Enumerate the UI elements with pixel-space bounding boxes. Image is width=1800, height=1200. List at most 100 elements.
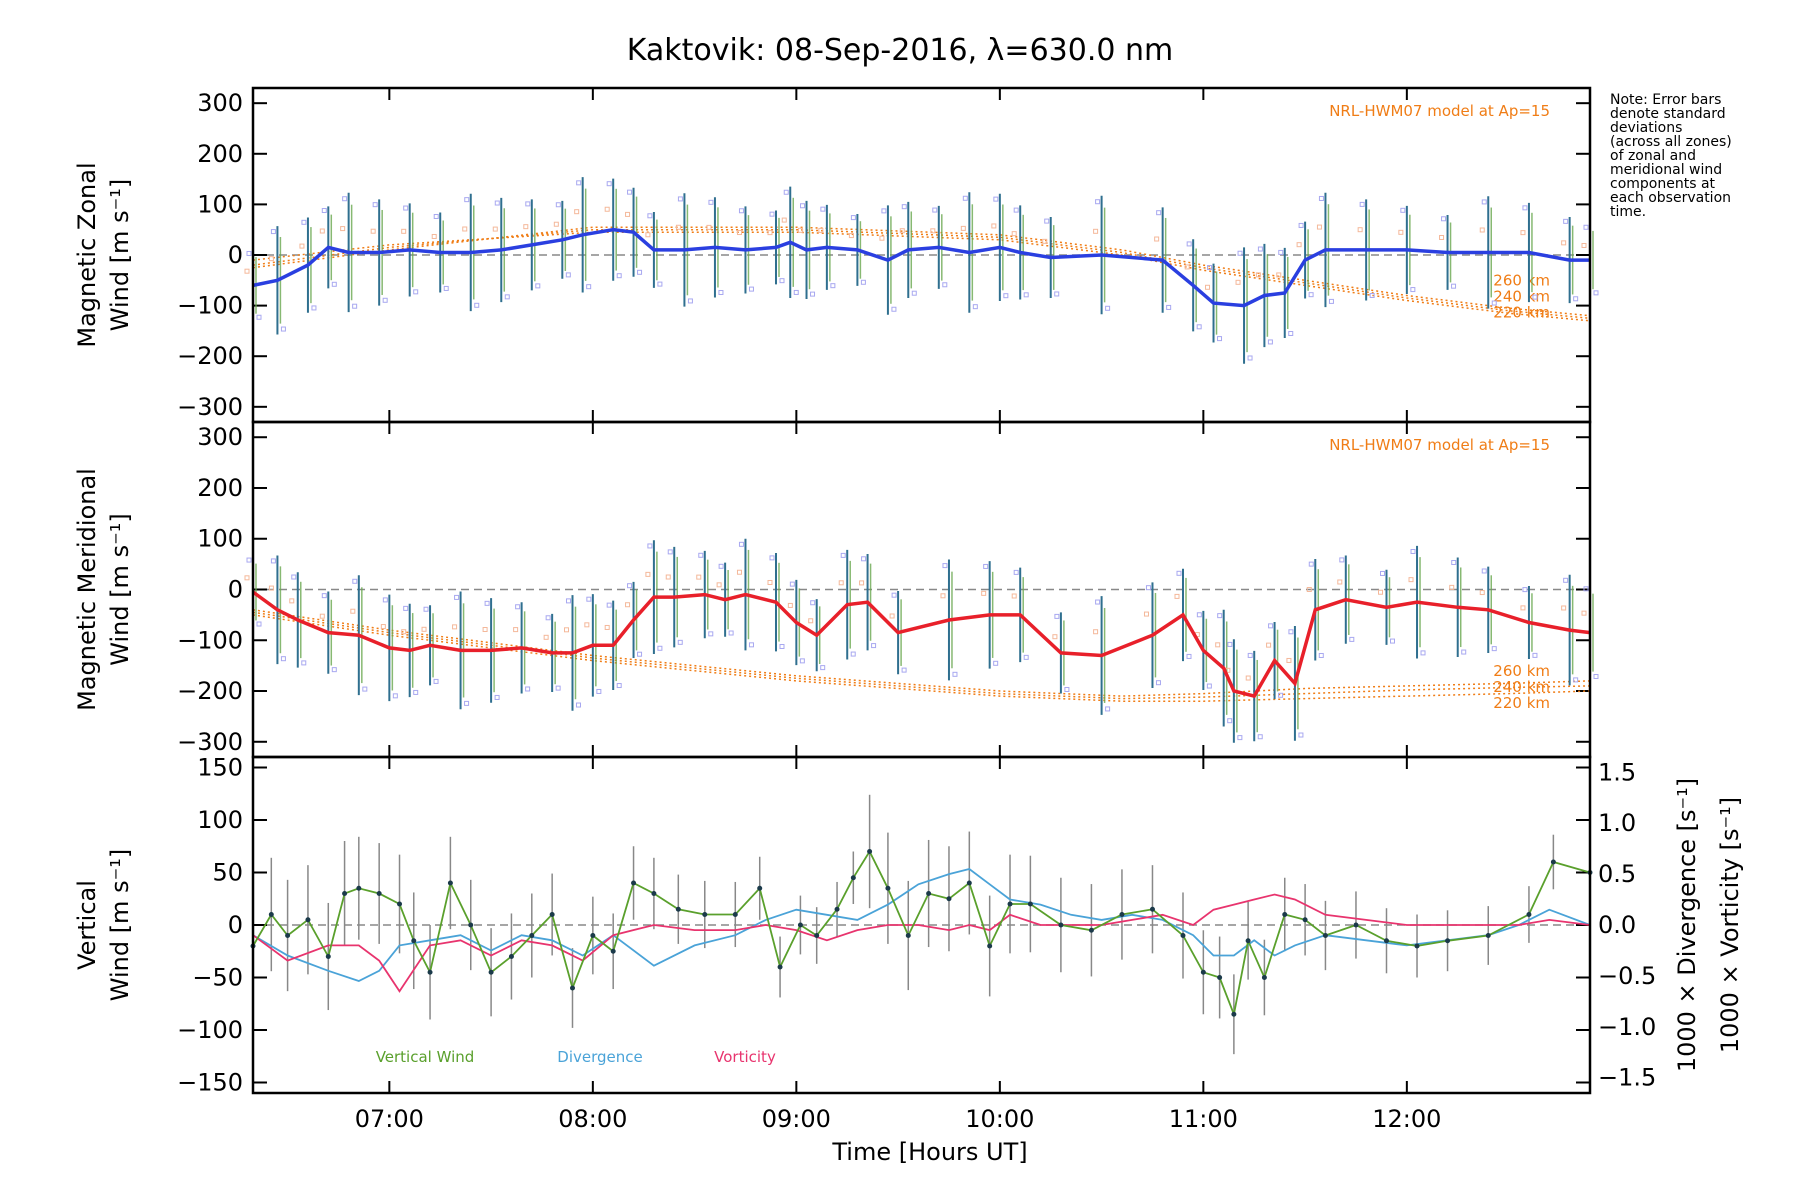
zone-marker xyxy=(850,651,856,657)
zone-marker xyxy=(606,602,612,608)
zone-marker xyxy=(1339,557,1345,563)
zone-marker xyxy=(301,219,307,225)
zone-marker xyxy=(1479,227,1485,233)
zone-marker xyxy=(627,583,633,589)
x-tick-label: 11:00 xyxy=(1169,1105,1238,1133)
zone-marker xyxy=(1145,585,1151,591)
zone-marker xyxy=(575,702,581,708)
vertical-wind-point xyxy=(777,964,783,970)
zone-marker xyxy=(474,302,480,308)
zone-marker xyxy=(1064,686,1070,692)
zone-marker xyxy=(454,594,460,600)
zone-marker xyxy=(800,203,806,209)
right-y-tick-label: 1.0 xyxy=(1598,809,1636,837)
vertical-wind-point xyxy=(411,938,417,944)
zone-marker xyxy=(779,644,785,650)
zone-marker xyxy=(1042,238,1048,244)
vertical-wind-point xyxy=(305,917,311,923)
zone-marker xyxy=(1207,265,1213,271)
zone-marker xyxy=(401,629,407,635)
zone-marker xyxy=(372,202,378,208)
zone-marker xyxy=(494,200,500,206)
zone-marker xyxy=(1174,593,1180,599)
right-y-tick-label: 1.5 xyxy=(1598,758,1636,786)
vertical-wind-point xyxy=(1485,933,1491,938)
zone-marker xyxy=(464,700,470,706)
zone-marker xyxy=(492,226,498,232)
zone-marker xyxy=(1227,641,1233,647)
model-altitude-label: 220 km xyxy=(1493,303,1550,321)
vertical-wind-point xyxy=(488,969,494,975)
zone-marker xyxy=(871,643,877,649)
zone-marker xyxy=(331,281,337,287)
zone-marker xyxy=(504,294,510,300)
zone-marker xyxy=(1563,577,1569,583)
zone-marker xyxy=(677,639,683,645)
error-bar-note: Note: Error bars denote standard deviati… xyxy=(1610,92,1732,220)
y-tick-label: 50 xyxy=(212,859,243,887)
zone-marker xyxy=(738,541,744,547)
zone-marker xyxy=(246,557,252,563)
note-line: deviations xyxy=(1610,120,1682,136)
zone-marker xyxy=(525,686,531,692)
zone-marker xyxy=(940,593,946,599)
zone-marker xyxy=(1573,677,1579,683)
zone-marker xyxy=(482,626,488,632)
zone-marker xyxy=(1255,272,1261,278)
note-line: each observation xyxy=(1610,190,1731,206)
zone-marker xyxy=(1357,227,1363,233)
vertical-wind-point xyxy=(397,901,403,907)
zone-marker xyxy=(850,215,856,221)
vertical-wind-point xyxy=(885,885,891,891)
zone-marker xyxy=(687,298,693,304)
zone-marker xyxy=(901,204,907,210)
zone-marker xyxy=(991,223,997,229)
zone-marker xyxy=(818,227,824,233)
note-line: (across all zones) xyxy=(1610,134,1732,150)
y-axis-label: Magnetic Meridional xyxy=(73,468,101,711)
model-altitude-label: 240 km xyxy=(1493,678,1550,696)
zone-marker xyxy=(1491,300,1497,306)
zone-marker xyxy=(1278,249,1284,255)
zone-marker xyxy=(1316,224,1322,230)
vertical-wind-point xyxy=(797,922,803,928)
zone-marker xyxy=(1359,201,1365,207)
zone-marker xyxy=(403,605,409,611)
zone-marker xyxy=(657,645,663,651)
zone-marker xyxy=(1196,612,1202,618)
zone-marker xyxy=(1166,304,1172,310)
zone-marker xyxy=(401,228,407,234)
zone-marker xyxy=(783,189,789,195)
zone-marker xyxy=(1245,675,1251,681)
zone-marker xyxy=(352,303,358,309)
zone-marker xyxy=(1093,228,1099,234)
vertical-wind-point xyxy=(325,954,331,959)
vertical-wind-point xyxy=(1119,912,1125,917)
zone-marker xyxy=(793,289,799,295)
zone-marker xyxy=(911,290,917,296)
zone-marker xyxy=(340,226,346,232)
zone-marker xyxy=(1328,298,1334,304)
zone-marker xyxy=(1306,587,1312,592)
y-tick-label: 0 xyxy=(228,576,243,604)
right-y-tick-label: −0.5 xyxy=(1598,962,1656,990)
zone-marker xyxy=(1581,242,1587,248)
zone-marker xyxy=(706,224,712,230)
vertical-wind-point xyxy=(1245,938,1251,944)
zone-marker xyxy=(574,209,580,215)
right-axis-label-divergence: 1000 × Divergence [s⁻¹] xyxy=(1673,778,1701,1072)
zone-marker xyxy=(1400,207,1406,213)
zone-marker xyxy=(342,196,348,202)
zone-marker xyxy=(718,563,724,569)
zone-marker xyxy=(769,211,775,217)
zone-marker xyxy=(370,228,376,234)
vertical-wind-point xyxy=(1058,922,1064,928)
y-tick-label: 100 xyxy=(197,190,243,218)
zone-marker xyxy=(604,206,610,212)
zone-marker xyxy=(616,273,622,279)
zone-marker xyxy=(244,268,250,274)
vertical-wind-point xyxy=(468,922,474,928)
y-tick-label: −300 xyxy=(177,393,243,421)
zone-marker xyxy=(1298,732,1304,738)
